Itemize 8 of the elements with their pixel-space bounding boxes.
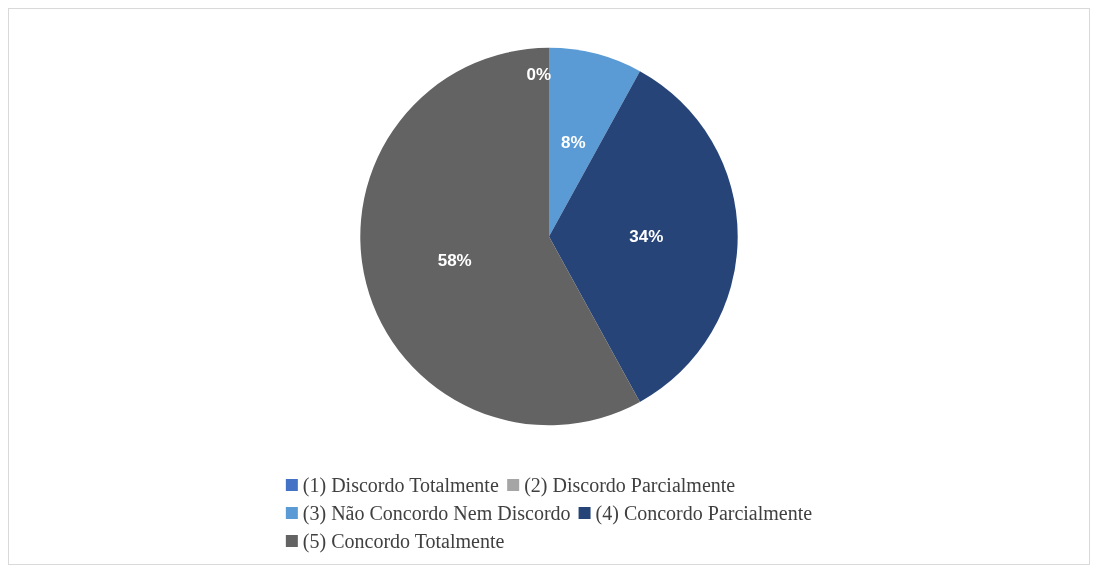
data-label: 34% — [629, 227, 664, 247]
legend-label: (4) Concordo Parcialmente — [595, 502, 813, 525]
legend-label: (3) Não Concordo Nem Discordo — [302, 502, 571, 525]
legend-label: (2) Discordo Parcialmente — [524, 474, 736, 497]
data-label: 8% — [560, 132, 586, 152]
legend-label: (1) Discordo Totalmente — [302, 474, 499, 497]
legend-label: (5) Concordo Totalmente — [302, 530, 505, 553]
data-label: 58% — [437, 251, 472, 271]
